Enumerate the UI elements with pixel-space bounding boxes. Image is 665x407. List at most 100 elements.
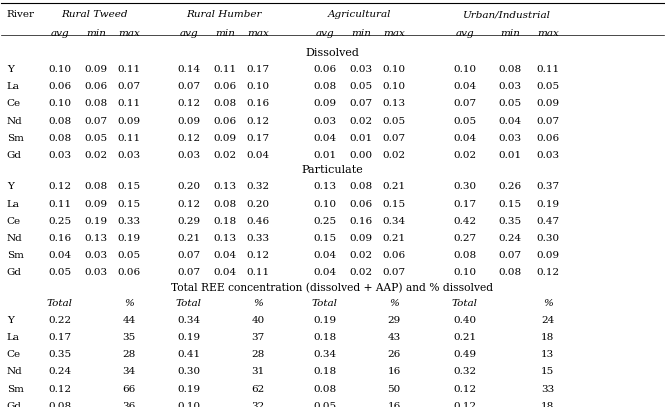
Text: 0.09: 0.09: [313, 99, 336, 108]
Text: 0.21: 0.21: [178, 234, 200, 243]
Text: 0.46: 0.46: [247, 217, 270, 226]
Text: 0.06: 0.06: [213, 82, 237, 91]
Text: 0.16: 0.16: [247, 99, 270, 108]
Text: 16: 16: [388, 368, 401, 376]
Text: 0.05: 0.05: [454, 116, 477, 125]
Text: 36: 36: [122, 402, 136, 407]
Text: Ce: Ce: [7, 99, 21, 108]
Text: 0.21: 0.21: [382, 234, 406, 243]
Text: 66: 66: [122, 385, 136, 394]
Text: 0.40: 0.40: [454, 316, 477, 325]
Text: 0.24: 0.24: [498, 234, 521, 243]
Text: Total: Total: [312, 299, 338, 308]
Text: 0.19: 0.19: [84, 217, 108, 226]
Text: 24: 24: [541, 316, 555, 325]
Text: La: La: [7, 82, 20, 91]
Text: 0.05: 0.05: [349, 82, 372, 91]
Text: 0.34: 0.34: [313, 350, 336, 359]
Text: 0.10: 0.10: [382, 65, 406, 74]
Text: 0.03: 0.03: [498, 134, 521, 143]
Text: 0.09: 0.09: [536, 251, 559, 260]
Text: 0.13: 0.13: [382, 99, 406, 108]
Text: 0.16: 0.16: [48, 234, 71, 243]
Text: 0.03: 0.03: [349, 65, 372, 74]
Text: 0.07: 0.07: [178, 251, 200, 260]
Text: min: min: [215, 29, 235, 38]
Text: 0.24: 0.24: [48, 368, 71, 376]
Text: 0.19: 0.19: [313, 316, 336, 325]
Text: 0.07: 0.07: [84, 116, 108, 125]
Text: 0.10: 0.10: [48, 99, 71, 108]
Text: 0.10: 0.10: [454, 268, 477, 278]
Text: 18: 18: [541, 333, 555, 342]
Text: Sm: Sm: [7, 134, 23, 143]
Text: 0.05: 0.05: [118, 251, 141, 260]
Text: 0.11: 0.11: [247, 268, 270, 278]
Text: 0.11: 0.11: [48, 199, 71, 208]
Text: 0.09: 0.09: [84, 199, 108, 208]
Text: 0.17: 0.17: [247, 65, 270, 74]
Text: 0.10: 0.10: [178, 402, 200, 407]
Text: 0.10: 0.10: [454, 65, 477, 74]
Text: 0.12: 0.12: [178, 134, 200, 143]
Text: 0.01: 0.01: [498, 151, 521, 160]
Text: 0.20: 0.20: [247, 199, 270, 208]
Text: 0.08: 0.08: [213, 199, 237, 208]
Text: 0.06: 0.06: [84, 82, 108, 91]
Text: 0.05: 0.05: [536, 82, 559, 91]
Text: 0.07: 0.07: [536, 116, 559, 125]
Text: 0.11: 0.11: [213, 65, 237, 74]
Text: 0.26: 0.26: [498, 182, 521, 191]
Text: 0.12: 0.12: [247, 116, 270, 125]
Text: 0.08: 0.08: [84, 182, 108, 191]
Text: 0.00: 0.00: [349, 151, 372, 160]
Text: 0.11: 0.11: [118, 134, 141, 143]
Text: 0.05: 0.05: [382, 116, 406, 125]
Text: 0.49: 0.49: [454, 350, 477, 359]
Text: 0.02: 0.02: [349, 116, 372, 125]
Text: 0.03: 0.03: [536, 151, 559, 160]
Text: 0.10: 0.10: [247, 82, 270, 91]
Text: Sm: Sm: [7, 385, 23, 394]
Text: %: %: [253, 299, 263, 308]
Text: Nd: Nd: [7, 234, 23, 243]
Text: Y: Y: [7, 65, 13, 74]
Text: 0.08: 0.08: [213, 99, 237, 108]
Text: 0.27: 0.27: [454, 234, 477, 243]
Text: 0.32: 0.32: [454, 368, 477, 376]
Text: 0.37: 0.37: [536, 182, 559, 191]
Text: 0.08: 0.08: [498, 65, 521, 74]
Text: 0.02: 0.02: [382, 151, 406, 160]
Text: 0.08: 0.08: [313, 82, 336, 91]
Text: 0.03: 0.03: [48, 151, 71, 160]
Text: 50: 50: [388, 385, 401, 394]
Text: 0.09: 0.09: [213, 134, 237, 143]
Text: 28: 28: [252, 350, 265, 359]
Text: 0.17: 0.17: [247, 134, 270, 143]
Text: 0.13: 0.13: [213, 234, 237, 243]
Text: 62: 62: [252, 385, 265, 394]
Text: 0.32: 0.32: [247, 182, 270, 191]
Text: 0.05: 0.05: [498, 99, 521, 108]
Text: 0.04: 0.04: [313, 268, 336, 278]
Text: 0.21: 0.21: [382, 182, 406, 191]
Text: 0.30: 0.30: [178, 368, 200, 376]
Text: 0.07: 0.07: [118, 82, 141, 91]
Text: max: max: [118, 29, 140, 38]
Text: 0.15: 0.15: [498, 199, 521, 208]
Text: 0.03: 0.03: [178, 151, 200, 160]
Text: Sm: Sm: [7, 251, 23, 260]
Text: La: La: [7, 199, 20, 208]
Text: Total: Total: [452, 299, 478, 308]
Text: %: %: [543, 299, 553, 308]
Text: 32: 32: [252, 402, 265, 407]
Text: 0.04: 0.04: [498, 116, 521, 125]
Text: 0.18: 0.18: [213, 217, 237, 226]
Text: 43: 43: [388, 333, 401, 342]
Text: 0.34: 0.34: [178, 316, 200, 325]
Text: 0.06: 0.06: [313, 65, 336, 74]
Text: avg: avg: [180, 29, 198, 38]
Text: 0.07: 0.07: [498, 251, 521, 260]
Text: 0.13: 0.13: [213, 182, 237, 191]
Text: Gd: Gd: [7, 268, 22, 278]
